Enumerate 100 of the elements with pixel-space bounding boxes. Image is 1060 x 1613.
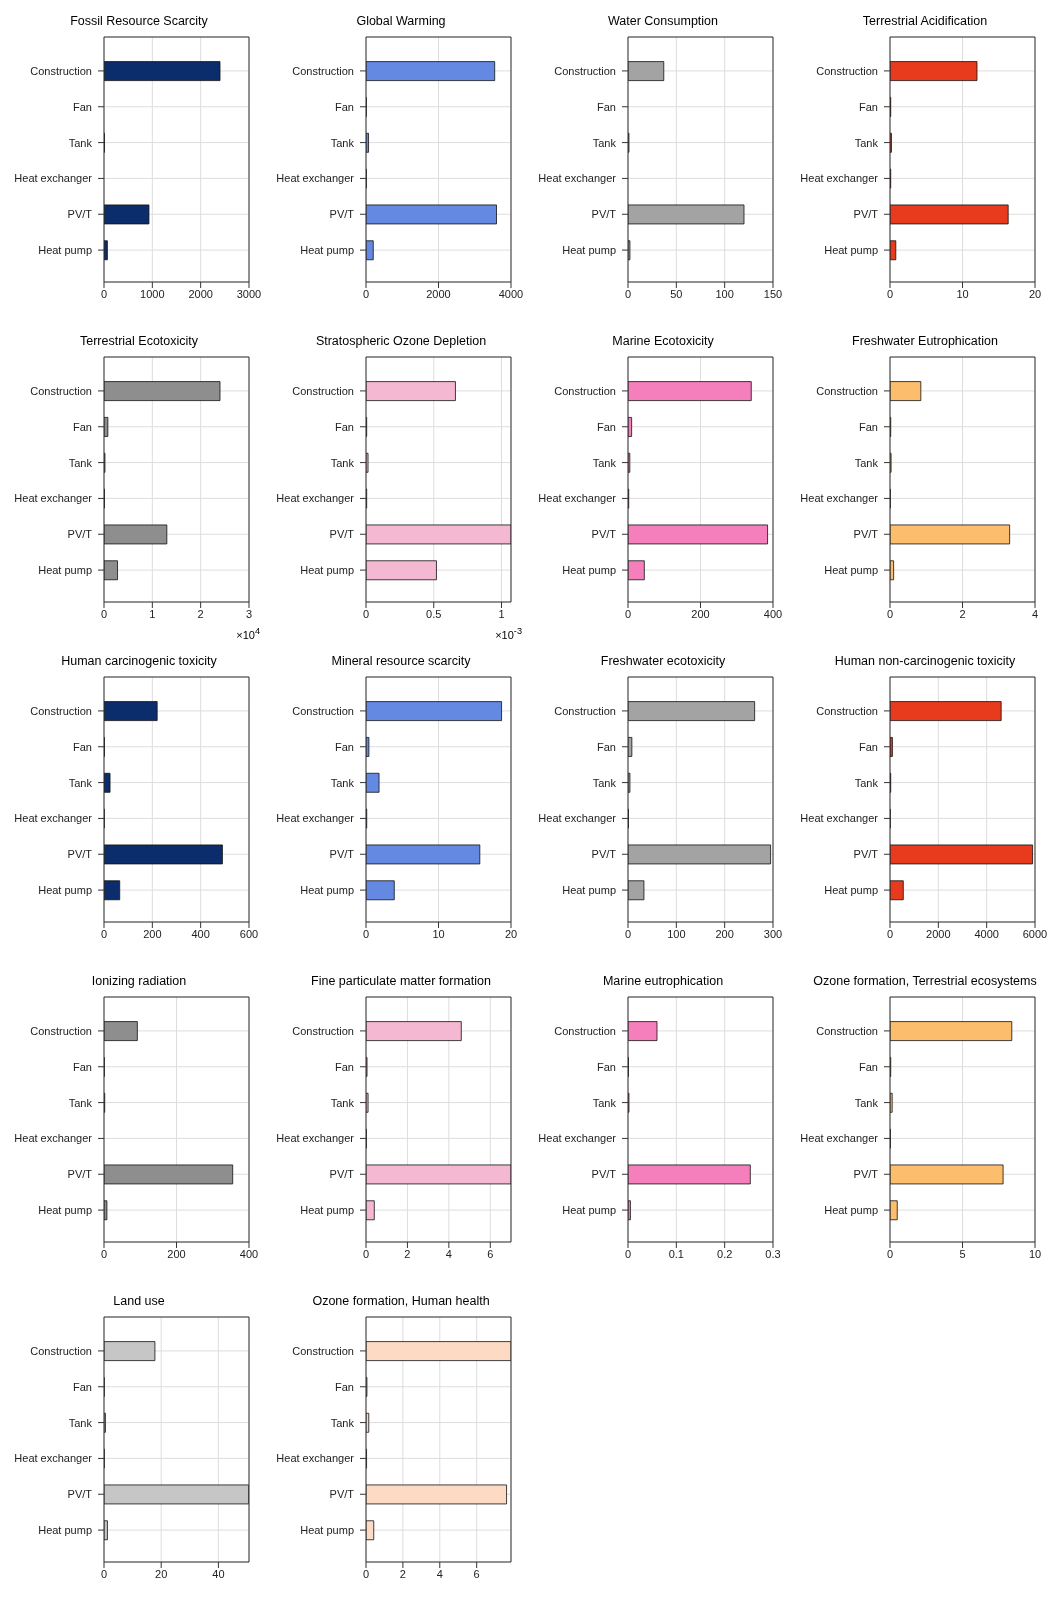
y-tick-label: PV/T (591, 208, 617, 221)
y-tick-label: Heat exchanger (538, 1132, 617, 1145)
y-tick-label: Heat exchanger (800, 492, 879, 505)
y-tick-label: Heat exchanger (276, 492, 355, 505)
y-tick-label: Tank (330, 136, 355, 149)
chart-title: Marine eutrophication (602, 974, 724, 988)
x-tick-label: 2 (197, 607, 204, 620)
x-tick-label: 400 (191, 927, 210, 940)
x-tick-label: 0 (362, 287, 370, 300)
y-tick-label: PV/T (853, 1168, 879, 1181)
y-tick-label: Heat exchanger (276, 812, 355, 825)
y-tick-label: Tank (592, 456, 617, 469)
y-tick-label: Heat exchanger (276, 1132, 355, 1145)
x-tick-label: 3000 (236, 287, 262, 300)
y-tick-label: Tank (68, 136, 93, 149)
x-tick-label: 10 (432, 927, 445, 940)
x-tick-label: 400 (763, 607, 783, 620)
x-tick-label: 0 (362, 927, 370, 940)
y-tick-label: Fan (73, 740, 92, 753)
chart-title: Freshwater Eutrophication (852, 334, 998, 348)
y-tick-label: Heat exchanger (14, 1452, 93, 1465)
y-tick-label: Heat exchanger (538, 812, 617, 825)
x-tick-label: 4 (1031, 607, 1039, 620)
y-tick-label: PV/T (329, 1488, 355, 1501)
y-tick-label: Heat pump (38, 244, 92, 257)
x-tick-label: 50 (670, 287, 683, 300)
y-tick-label: Fan (597, 1060, 616, 1073)
x-tick-label: 0 (100, 1247, 108, 1260)
y-tick-label: Heat pump (562, 564, 616, 577)
x-tick-label: 4000 (498, 287, 524, 300)
y-tick-label: PV/T (591, 528, 617, 541)
x-tick-label: 10 (1028, 1247, 1042, 1260)
y-tick-label: Construction (292, 1344, 354, 1357)
x-tick-label: 0 (362, 1567, 370, 1580)
y-tick-label: PV/T (329, 848, 355, 861)
y-tick-label: Heat exchanger (800, 1132, 879, 1145)
x-tick-label: 4 (445, 1247, 452, 1260)
x-tick-label: 0.1 (668, 1247, 684, 1260)
y-tick-label: Tank (854, 1096, 879, 1109)
x-tick-label: 2000 (426, 287, 451, 300)
y-tick-label: Heat pump (824, 884, 878, 897)
y-tick-label: Heat exchanger (14, 492, 93, 505)
chart-title: Ozone formation, Human health (312, 1294, 490, 1308)
y-tick-label: Tank (330, 776, 355, 789)
y-tick-label: PV/T (329, 528, 355, 541)
y-tick-label: Tank (68, 1096, 93, 1109)
y-tick-label: Construction (816, 384, 878, 397)
y-tick-label: Heat pump (38, 1204, 92, 1217)
y-tick-label: Heat exchanger (14, 812, 93, 825)
y-tick-label: Construction (554, 1024, 616, 1037)
y-tick-label: Heat exchanger (800, 172, 879, 185)
chart-title: Freshwater ecotoxicity (600, 654, 726, 668)
y-tick-label: Fan (597, 100, 616, 113)
y-tick-label: Heat pump (562, 244, 616, 257)
y-tick-label: Fan (597, 420, 616, 433)
x-tick-label: 0.5 (426, 607, 442, 620)
chart-title: Fossil Resource Scarcity (70, 14, 208, 28)
y-tick-label: Tank (68, 776, 93, 789)
y-tick-label: Construction (30, 384, 92, 397)
y-tick-label: Fan (335, 420, 354, 433)
x-tick-label: 4000 (974, 927, 999, 940)
x-tick-label: 0.2 (717, 1247, 733, 1260)
y-tick-label: Fan (335, 100, 354, 113)
y-tick-label: PV/T (853, 208, 879, 221)
x-tick-label: 100 (715, 287, 734, 300)
y-tick-label: Construction (292, 64, 354, 77)
y-tick-label: Fan (597, 740, 616, 753)
y-tick-label: PV/T (67, 528, 93, 541)
y-tick-label: PV/T (329, 208, 355, 221)
y-tick-label: Heat exchanger (538, 492, 617, 505)
y-tick-label: Heat pump (300, 244, 354, 257)
y-tick-label: Construction (30, 1024, 92, 1037)
x-tick-label: 0 (100, 287, 108, 300)
chart-title: Ozone formation, Terrestrial ecosystems (813, 974, 1037, 988)
x-tick-label: 1 (498, 607, 505, 620)
x-tick-label: 100 (667, 927, 686, 940)
x-tick-label: 2 (399, 1567, 406, 1580)
chart-title: Land use (113, 1294, 165, 1308)
y-tick-label: PV/T (67, 1168, 93, 1181)
y-tick-label: Heat exchanger (14, 1132, 93, 1145)
y-tick-label: Tank (854, 456, 879, 469)
x-tick-label: 0 (886, 607, 894, 620)
chart-title: Human carcinogenic toxicity (61, 654, 217, 668)
chart-title: Mineral resource scarcity (331, 654, 471, 668)
chart-title: Human non-carcinogenic toxicity (834, 654, 1016, 668)
y-tick-label: Heat pump (300, 564, 354, 577)
y-tick-label: PV/T (329, 1168, 355, 1181)
x-tick-label: 200 (691, 607, 710, 620)
y-tick-label: PV/T (67, 848, 93, 861)
x-tick-label: 0 (624, 287, 632, 300)
x-tick-label: 0 (886, 287, 894, 300)
y-tick-label: Fan (73, 1060, 92, 1073)
y-tick-label: Heat exchanger (14, 172, 93, 185)
y-tick-label: Construction (554, 704, 616, 717)
y-tick-label: Tank (854, 136, 879, 149)
y-tick-label: Fan (859, 740, 878, 753)
chart-title: Water Consumption (608, 14, 718, 28)
y-tick-label: Tank (592, 776, 617, 789)
x-tick-label: 10 (956, 287, 969, 300)
y-tick-label: Construction (554, 64, 616, 77)
